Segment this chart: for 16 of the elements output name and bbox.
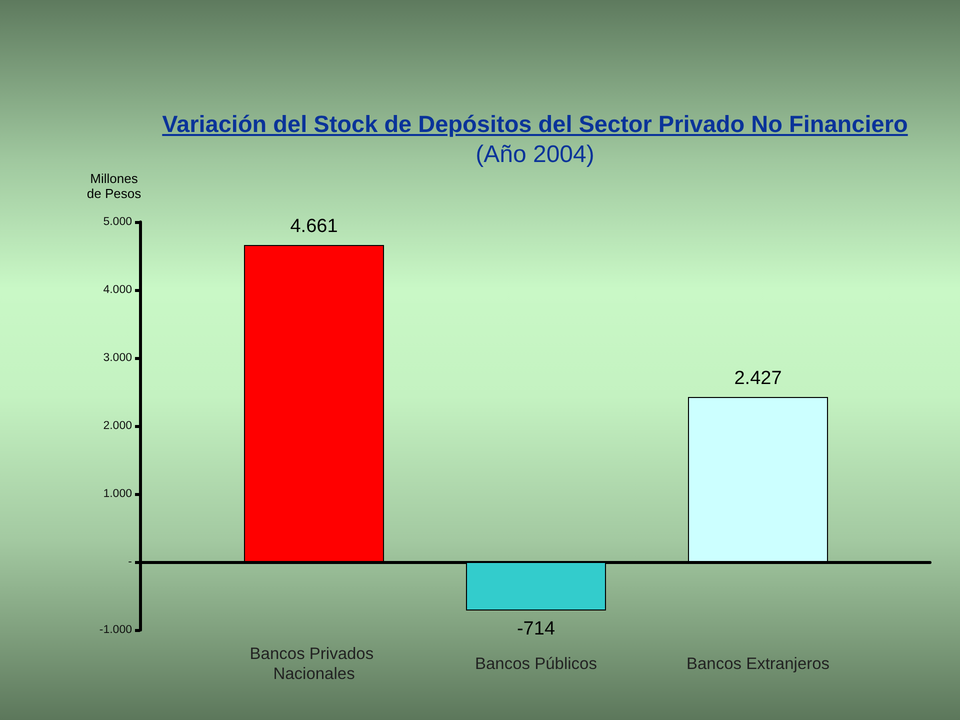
y-tick-label: 1.000	[103, 488, 132, 500]
y-axis-title: Millones de Pesos	[86, 171, 142, 201]
y-tick-label: 3.000	[103, 352, 132, 364]
data-label: 4.661	[290, 216, 338, 238]
data-label: 2.427	[734, 368, 782, 389]
x-tick-label: Bancos Públicos	[475, 655, 597, 673]
x-tick-label: Bancos Extranjeros	[686, 655, 830, 673]
y-tick-label: -1.000	[99, 624, 132, 636]
y-tick-label: 5.000	[103, 216, 132, 228]
y-tick-label: 2.000	[103, 420, 132, 432]
x-tick-label: Bancos Privados Nacionales	[250, 645, 378, 683]
data-label: -714	[516, 618, 556, 640]
y-tick-label: 4.000	[103, 284, 132, 296]
chart-subtitle: (Año 2004)	[474, 141, 596, 169]
chart-title: Variación del Stock de Depósitos del Sector Privado No Financiero	[162, 110, 908, 138]
y-tick-label: -	[128, 556, 132, 568]
